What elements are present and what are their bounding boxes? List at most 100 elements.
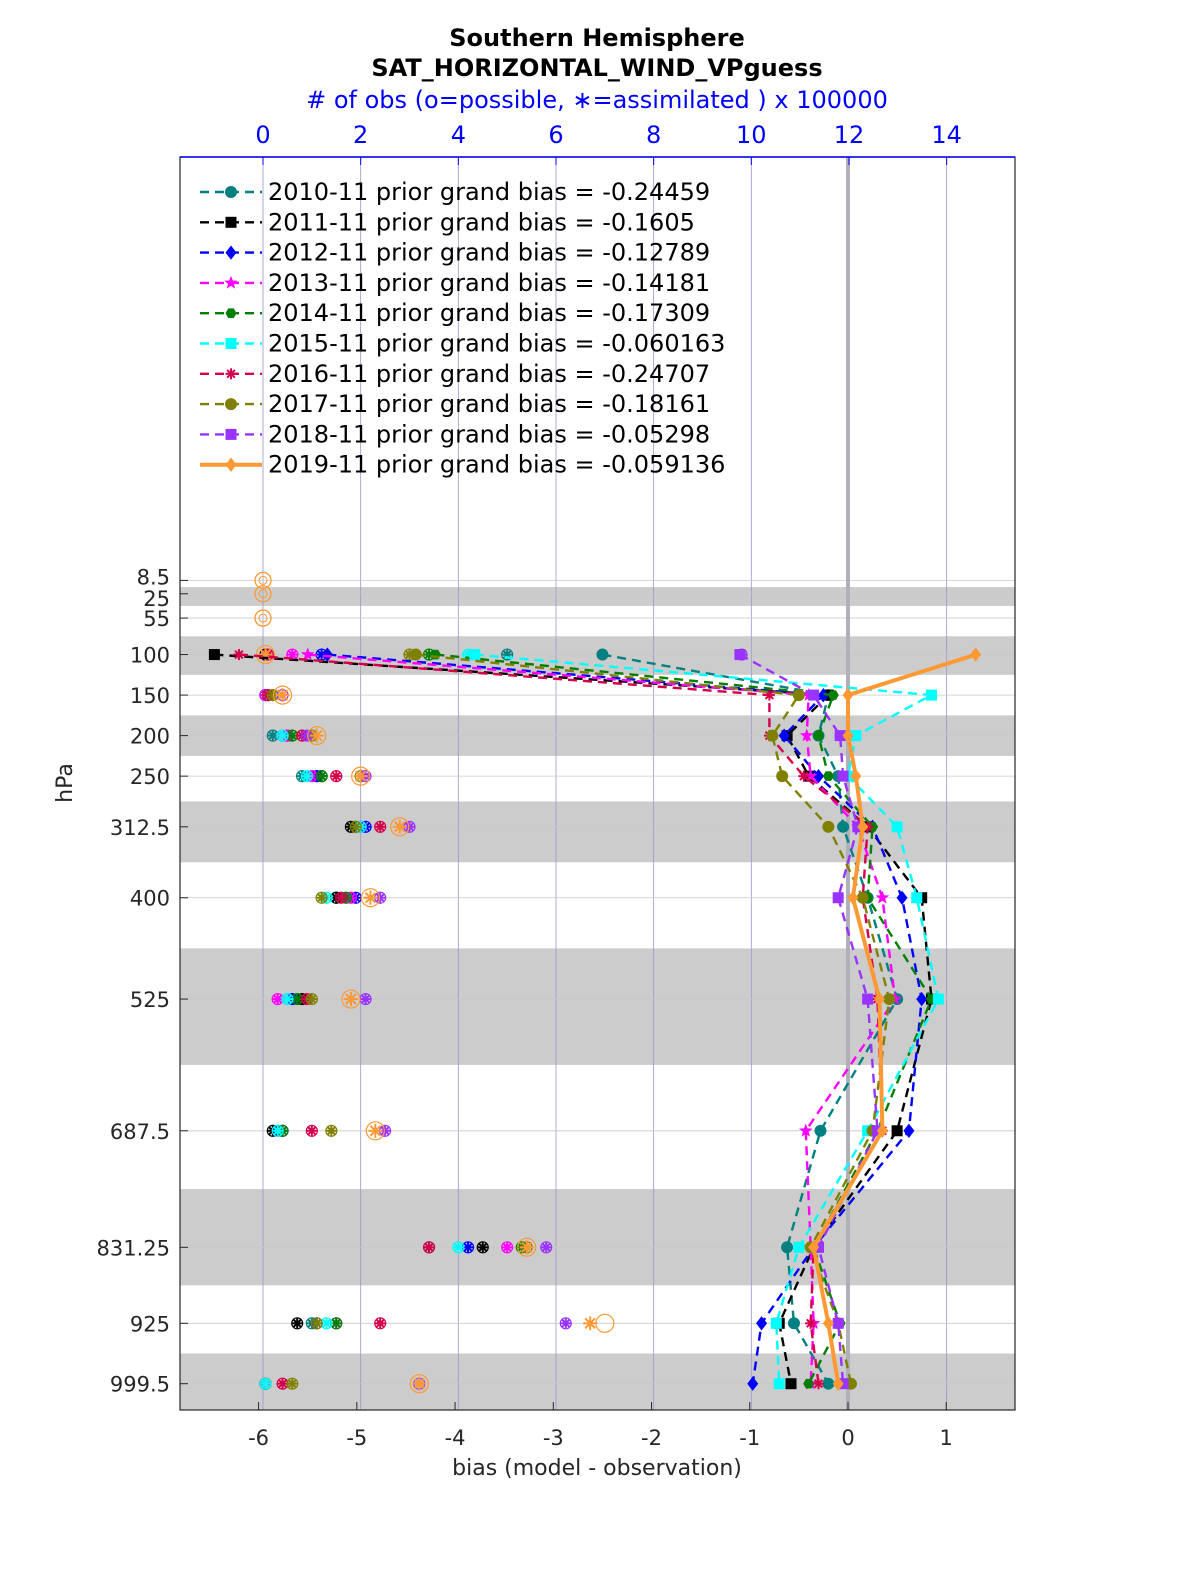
top-tick-label: 10 bbox=[736, 121, 767, 149]
marker-asterisk-stroke bbox=[369, 1125, 381, 1137]
data-point bbox=[932, 993, 944, 1005]
data-point bbox=[785, 1378, 797, 1390]
marker-diamond bbox=[903, 1123, 915, 1138]
marker-square bbox=[208, 649, 220, 661]
data-point bbox=[798, 770, 810, 782]
marker-asterisk-stroke bbox=[405, 822, 414, 832]
marker-asterisk-stroke bbox=[273, 1126, 282, 1136]
obs-possible-marker bbox=[325, 1124, 338, 1137]
data-point bbox=[837, 820, 850, 833]
marker-asterisk-stroke bbox=[268, 690, 278, 700]
grid-lines bbox=[180, 157, 1015, 1410]
legend-entry-label: 2015-11 prior grand bias = -0.060163 bbox=[268, 330, 725, 358]
obs-possible-marker bbox=[341, 989, 361, 1009]
marker-square bbox=[808, 689, 820, 701]
obs-assimilated-marker bbox=[258, 647, 273, 662]
data-point bbox=[778, 728, 790, 743]
y-tick-label: 100 bbox=[130, 644, 170, 668]
legend-marker bbox=[225, 216, 237, 228]
marker-diamond bbox=[747, 1376, 759, 1391]
marker-star bbox=[798, 1123, 813, 1137]
level-band bbox=[180, 948, 1015, 1065]
obs-assimilated-marker bbox=[424, 1242, 435, 1253]
chart-subtitle: SAT_HORIZONTAL_WIND_VPguess bbox=[371, 54, 822, 82]
marker-circle bbox=[822, 1377, 835, 1390]
data-point bbox=[756, 1316, 768, 1331]
y-tick-label: 250 bbox=[130, 765, 170, 789]
obs-assimilated-marker bbox=[275, 688, 290, 703]
marker-circle bbox=[837, 820, 850, 833]
marker-asterisk-stroke bbox=[292, 994, 302, 1004]
obs-possible-marker bbox=[310, 1317, 323, 1330]
marker-diamond bbox=[756, 1316, 768, 1331]
y-axis-label: hPa bbox=[53, 763, 78, 803]
data-point bbox=[857, 819, 869, 834]
marker-asterisk-stroke bbox=[764, 690, 775, 700]
legend: 2010-11 prior grand bias = -0.244592011-… bbox=[200, 178, 725, 479]
marker-circle bbox=[856, 891, 869, 904]
marker-square bbox=[770, 1317, 782, 1329]
obs-possible-marker bbox=[559, 1317, 572, 1330]
obs-assimilated-marker bbox=[560, 1318, 571, 1329]
obs-assimilated-marker bbox=[321, 1318, 332, 1329]
series-lines bbox=[208, 647, 982, 1391]
obs-possible-empty-level-inner bbox=[258, 575, 268, 585]
top-tick-label: 2 bbox=[353, 121, 368, 149]
marker-square bbox=[911, 892, 923, 904]
data-point bbox=[808, 1240, 820, 1255]
data-point bbox=[300, 647, 315, 661]
obs-possible-marker bbox=[452, 1241, 465, 1254]
data-point bbox=[321, 647, 333, 662]
obs-possible-marker bbox=[315, 770, 328, 783]
top-tick-label: 14 bbox=[931, 121, 962, 149]
marker-star bbox=[300, 647, 315, 661]
series-line bbox=[474, 653, 940, 1384]
marker-square bbox=[891, 821, 903, 833]
marker-asterisk-stroke bbox=[799, 771, 809, 781]
marker-asterisk-stroke bbox=[394, 821, 406, 833]
obs-possible-marker bbox=[315, 891, 328, 904]
data-point bbox=[813, 730, 825, 741]
marker-asterisk-stroke bbox=[380, 1126, 390, 1136]
marker-asterisk-stroke bbox=[463, 1243, 473, 1252]
marker-circle bbox=[822, 820, 835, 833]
obs-possible-marker bbox=[476, 1241, 489, 1254]
marker-diamond bbox=[813, 769, 825, 784]
obs-count-markers bbox=[254, 571, 748, 1394]
obs-assimilated-marker bbox=[502, 1242, 513, 1253]
obs-assimilated-marker bbox=[309, 728, 324, 743]
marker-asterisk-stroke bbox=[288, 731, 297, 740]
y-tick-label: 525 bbox=[130, 988, 170, 1012]
data-point bbox=[822, 1316, 834, 1331]
data-point bbox=[813, 1378, 825, 1390]
obs-assimilated-marker bbox=[583, 1316, 598, 1331]
data-point bbox=[834, 730, 846, 742]
level-band bbox=[180, 587, 1015, 606]
marker-asterisk-stroke bbox=[364, 892, 377, 904]
legend-entry-label: 2013-11 prior grand bias = -0.14181 bbox=[268, 269, 710, 297]
marker-diamond bbox=[847, 890, 859, 905]
obs-assimilated-marker bbox=[541, 1242, 552, 1253]
marker-square bbox=[469, 649, 481, 661]
data-point bbox=[233, 649, 245, 661]
obs-possible-marker bbox=[501, 648, 514, 661]
marker-circle bbox=[766, 729, 779, 742]
obs-possible-empty-level-inner bbox=[258, 613, 268, 623]
obs-possible-marker bbox=[409, 1374, 429, 1394]
marker-square bbox=[225, 338, 237, 349]
obs-possible-marker bbox=[276, 729, 289, 742]
marker-square bbox=[793, 1241, 805, 1253]
data-point bbox=[903, 1123, 915, 1138]
marker-circle bbox=[883, 993, 896, 1006]
obs-possible-marker bbox=[271, 1124, 284, 1137]
marker-hexagram bbox=[813, 730, 825, 741]
data-point bbox=[822, 1377, 835, 1390]
legend-marker bbox=[224, 275, 238, 289]
obs-assimilated-marker bbox=[311, 1318, 322, 1329]
marker-asterisk-stroke bbox=[521, 1241, 533, 1253]
data-point bbox=[850, 769, 862, 784]
obs-possible-marker bbox=[305, 992, 318, 1006]
data-point bbox=[781, 1241, 794, 1254]
